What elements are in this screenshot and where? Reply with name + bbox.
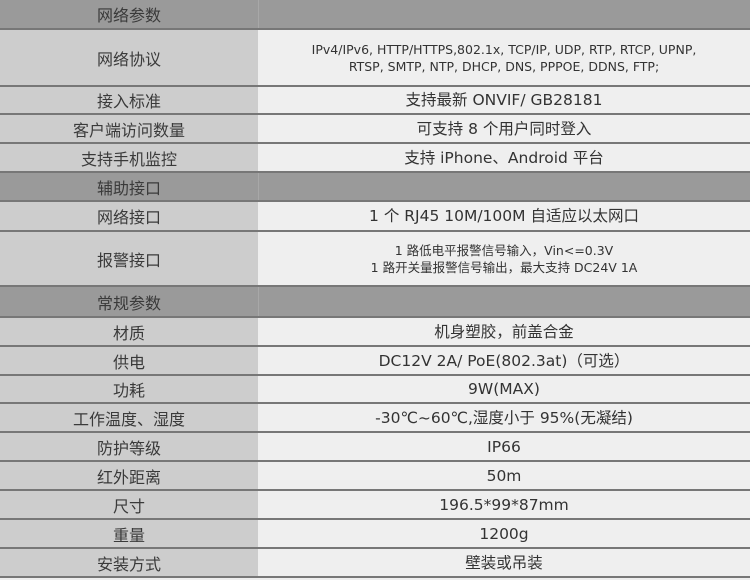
row-value: 支持 iPhone、Android 平台 — [258, 144, 750, 171]
row-label: 报警接口 — [0, 232, 258, 285]
row-value: 9W(MAX) — [258, 376, 750, 402]
table-row: 报警接口 1 路低电平报警信号输入，Vin<=0.3V 1 路开关量报警信号输出，最… — [0, 232, 750, 287]
row-value: -30℃~60℃,湿度小于 95%(无凝结) — [258, 404, 750, 431]
value-line: 1 路低电平报警信号输入，Vin<=0.3V — [394, 242, 614, 258]
row-value: 1 个 RJ45 10M/100M 自适应以太网口 — [258, 202, 750, 230]
row-label: 重量 — [0, 520, 258, 547]
value-line: 壁装或吊装 — [465, 553, 543, 572]
row-label: 尺寸 — [0, 491, 258, 518]
table-row: 客户端访问数量 可支持 8 个用户同时登入 — [0, 115, 750, 144]
row-label: 功耗 — [0, 376, 258, 402]
row-label: 供电 — [0, 347, 258, 374]
table-row: 网络接口 1 个 RJ45 10M/100M 自适应以太网口 — [0, 202, 750, 232]
row-label: 支持手机监控 — [0, 144, 258, 171]
row-value: 支持最新 ONVIF/ GB28181 — [258, 87, 750, 113]
table-row: 防护等级 IP66 — [0, 433, 750, 462]
row-value: 可支持 8 个用户同时登入 — [258, 115, 750, 142]
row-value: 1200g — [258, 520, 750, 547]
table-row: 材质 机身塑胶，前盖合金 — [0, 318, 750, 347]
table-row: 功耗 9W(MAX) — [0, 376, 750, 404]
value-line: 机身塑胶，前盖合金 — [434, 322, 574, 341]
row-value — [259, 173, 750, 200]
row-value — [259, 287, 750, 316]
row-label: 客户端访问数量 — [0, 115, 258, 142]
section-header: 辅助接口 — [0, 173, 750, 202]
row-label: 安装方式 — [0, 549, 258, 576]
section-header: 常规参数 — [0, 287, 750, 318]
section-title: 网络参数 — [0, 0, 259, 28]
row-value: DC12V 2A/ PoE(802.3at)（可选） — [258, 347, 750, 374]
row-value: IPv4/IPv6, HTTP/HTTPS,802.1x, TCP/IP, UD… — [258, 30, 750, 85]
value-line: 50m — [486, 466, 522, 485]
value-line: 支持 iPhone、Android 平台 — [404, 148, 604, 167]
table-row: 红外距离 50m — [0, 462, 750, 491]
row-label: 接入标准 — [0, 87, 258, 113]
section-header: 网络参数 — [0, 0, 750, 30]
value-line: 可支持 8 个用户同时登入 — [416, 119, 592, 138]
table-row: 工作温度、湿度 -30℃~60℃,湿度小于 95%(无凝结) — [0, 404, 750, 433]
value-line: 支持最新 ONVIF/ GB28181 — [405, 91, 603, 109]
value-line: IP66 — [487, 437, 521, 456]
row-value: 机身塑胶，前盖合金 — [258, 318, 750, 345]
row-value: 壁装或吊装 — [258, 549, 750, 576]
table-row: 重量 1200g — [0, 520, 750, 549]
row-label: 工作温度、湿度 — [0, 404, 258, 431]
value-line: 9W(MAX) — [468, 380, 540, 398]
value-line: RTSP, SMTP, NTP, DHCP, DNS, PPPOE, DDNS,… — [348, 58, 660, 74]
table-row: 网络协议 IPv4/IPv6, HTTP/HTTPS,802.1x, TCP/IP… — [0, 30, 750, 87]
value-line: IPv4/IPv6, HTTP/HTTPS,802.1x, TCP/IP, UD… — [311, 41, 697, 57]
row-value: IP66 — [258, 433, 750, 460]
table-row: 接入标准 支持最新 ONVIF/ GB28181 — [0, 87, 750, 115]
value-line: 1 个 RJ45 10M/100M 自适应以太网口 — [369, 207, 639, 225]
table-row: 供电 DC12V 2A/ PoE(802.3at)（可选） — [0, 347, 750, 376]
value-line: 196.5*99*87mm — [439, 495, 569, 514]
section-title: 常规参数 — [0, 287, 259, 316]
row-value: 1 路低电平报警信号输入，Vin<=0.3V 1 路开关量报警信号输出，最大支持 … — [258, 232, 750, 285]
value-line: 1200g — [479, 524, 529, 543]
row-value: 50m — [258, 462, 750, 489]
row-label: 防护等级 — [0, 433, 258, 460]
row-value — [259, 0, 750, 28]
table-row: 支持手机监控 支持 iPhone、Android 平台 — [0, 144, 750, 173]
row-label: 网络协议 — [0, 30, 258, 85]
value-line: -30℃~60℃,湿度小于 95%(无凝结) — [375, 408, 633, 427]
row-label: 材质 — [0, 318, 258, 345]
row-label: 网络接口 — [0, 202, 258, 230]
row-label: 红外距离 — [0, 462, 258, 489]
value-line: 1 路开关量报警信号输出，最大支持 DC24V 1A — [370, 259, 638, 275]
value-line: DC12V 2A/ PoE(802.3at)（可选） — [378, 351, 630, 370]
row-value: 196.5*99*87mm — [258, 491, 750, 518]
table-row: 安装方式 壁装或吊装 — [0, 549, 750, 578]
section-title: 辅助接口 — [0, 173, 259, 200]
table-row: 尺寸 196.5*99*87mm — [0, 491, 750, 520]
